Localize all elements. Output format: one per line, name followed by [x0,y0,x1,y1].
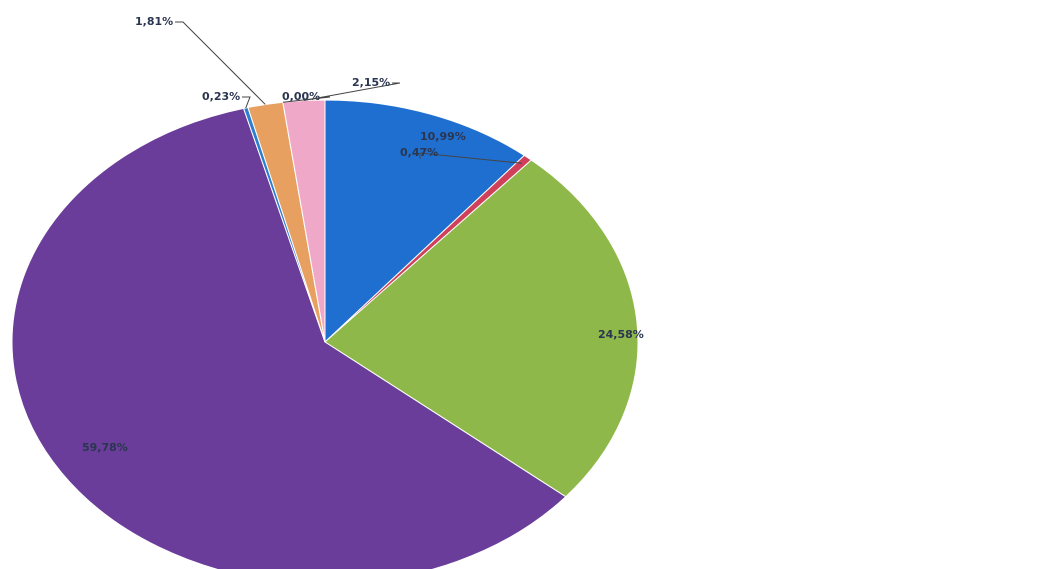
data-label: 0,00% [282,90,320,103]
data-label: 0,23% [202,90,240,103]
pie-slice [11,107,567,569]
leader-line [175,21,266,105]
leader-line [303,82,401,102]
data-label: 24,58% [598,328,644,341]
pie-slice [324,99,526,344]
data-label: 2,15% [352,76,390,89]
pie-slice [324,159,639,498]
data-label: 59,78% [82,441,128,454]
data-label: 0,47% [400,146,438,159]
chart: 10,99% 0,47% 24,58% 59,78% 0,23% 1,81% 0,00% 2,… [11,15,644,569]
data-label: 1,81% [135,15,173,28]
leader-line [419,152,522,164]
data-label: 10,99% [420,130,466,143]
leader-line [242,96,251,109]
